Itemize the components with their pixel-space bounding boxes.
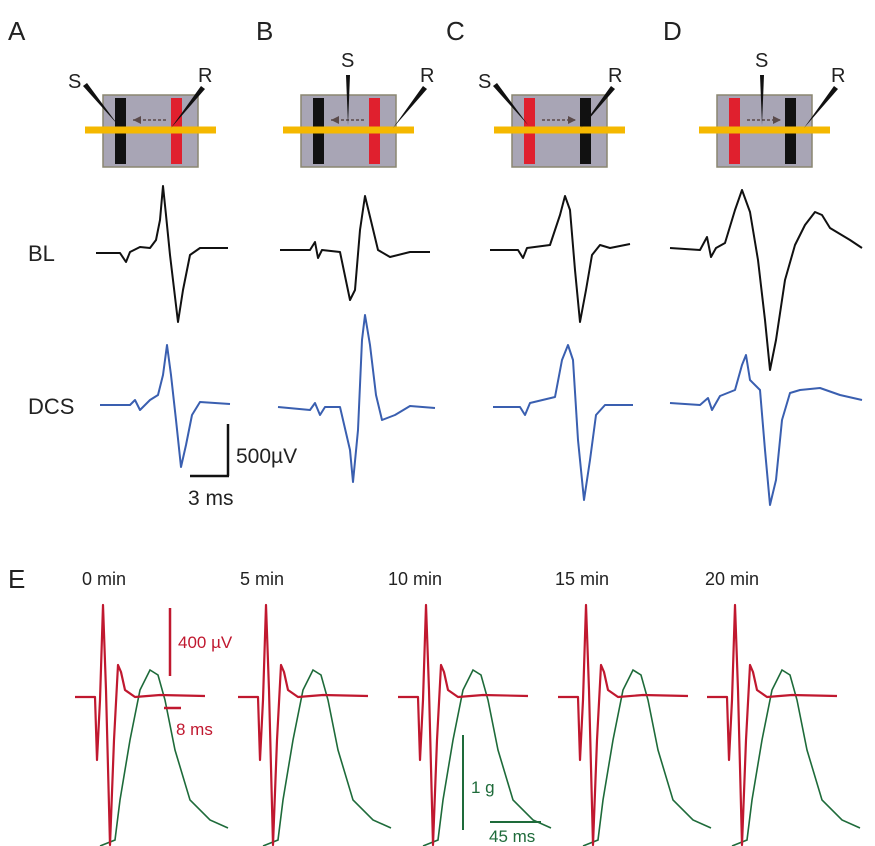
- electrode-label: R: [198, 65, 212, 87]
- electrode-diagram: SR: [283, 50, 434, 167]
- emg-pair: [558, 605, 711, 846]
- electrode-label: S: [68, 71, 81, 93]
- row-label: BL: [28, 241, 55, 266]
- row-label: DCS: [28, 394, 74, 419]
- figure: A B C D E BL DCS SRSRSRSR 500µV 3 ms 0 m…: [0, 0, 875, 846]
- force-trace: [423, 670, 551, 846]
- panel-letter: C: [446, 16, 465, 46]
- potential-trace: [558, 605, 688, 845]
- emg-pair: [398, 605, 551, 846]
- electrode-label: S: [341, 50, 354, 72]
- electrode-label: R: [831, 65, 845, 87]
- electrode-label: R: [420, 65, 434, 87]
- scale-bar: [190, 424, 229, 476]
- force-trace: [583, 670, 711, 846]
- bl-traces: [96, 186, 862, 370]
- electrode-label: S: [755, 50, 768, 72]
- emg-pair: [707, 605, 860, 846]
- emg-pair: [238, 605, 391, 846]
- scale-label: 8 ms: [176, 720, 213, 739]
- panel-letter: E: [8, 564, 25, 594]
- electrode-label: R: [608, 65, 622, 87]
- time-label: 10 min: [388, 569, 442, 589]
- panel-letter: A: [8, 16, 26, 46]
- panel-letter: B: [256, 16, 273, 46]
- scale-label: 45 ms: [489, 827, 535, 846]
- scale-label: 3 ms: [188, 487, 234, 510]
- potential-trace: [707, 605, 837, 845]
- scale-label: 1 g: [471, 778, 495, 797]
- electrode-diagram: SR: [699, 50, 845, 167]
- force-trace: [263, 670, 391, 846]
- time-label: 5 min: [240, 569, 284, 589]
- time-label: 15 min: [555, 569, 609, 589]
- force-trace: [100, 670, 228, 846]
- scale-bar: [164, 608, 181, 708]
- rec-electrode: [393, 86, 427, 128]
- force-trace: [732, 670, 860, 846]
- scale-label: 500µV: [236, 445, 297, 468]
- potential-trace: [238, 605, 368, 845]
- scale-label: 400 µV: [178, 633, 233, 652]
- panel-letter: D: [663, 16, 682, 46]
- electrode-label: S: [478, 71, 491, 93]
- time-label: 0 min: [82, 569, 126, 589]
- time-label: 20 min: [705, 569, 759, 589]
